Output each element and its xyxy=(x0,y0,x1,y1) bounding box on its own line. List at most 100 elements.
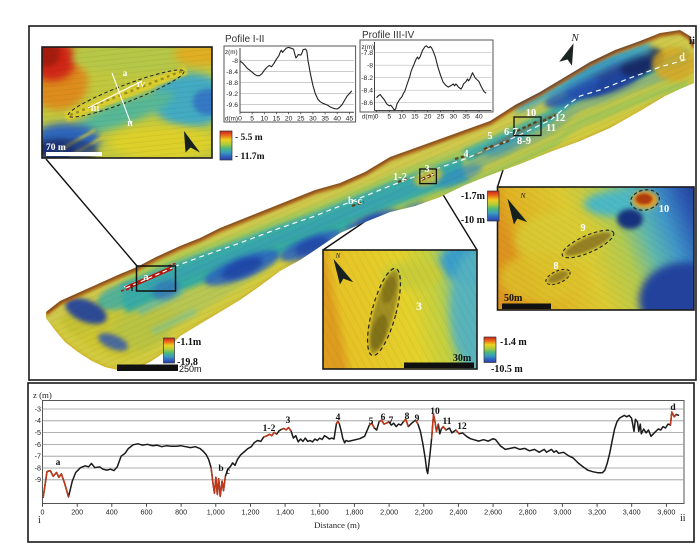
svg-text:0: 0 xyxy=(238,116,242,123)
svg-text:Profile III-IV: Profile III-IV xyxy=(362,30,415,41)
svg-text:d: d xyxy=(679,52,685,63)
svg-text:-6: -6 xyxy=(35,440,41,449)
svg-text:10: 10 xyxy=(430,407,440,417)
svg-text:Pofile I-II: Pofile I-II xyxy=(225,34,264,45)
svg-text:45: 45 xyxy=(346,116,354,123)
svg-text:40: 40 xyxy=(475,114,483,121)
svg-text:-9.2: -9.2 xyxy=(226,91,238,98)
svg-text:400: 400 xyxy=(106,508,118,517)
svg-text:1,800: 1,800 xyxy=(345,508,363,517)
svg-text:8: 8 xyxy=(405,412,410,422)
svg-text:600: 600 xyxy=(141,508,153,517)
svg-text:15: 15 xyxy=(273,116,281,123)
svg-text:1,200: 1,200 xyxy=(242,508,260,517)
svg-text:11: 11 xyxy=(443,417,452,427)
svg-text:50m: 50m xyxy=(504,293,523,304)
svg-text:1,400: 1,400 xyxy=(276,508,294,517)
svg-text:N: N xyxy=(335,252,341,260)
svg-text:3,400: 3,400 xyxy=(623,508,641,517)
svg-text:8: 8 xyxy=(553,261,558,272)
svg-text:d(m): d(m) xyxy=(362,114,375,121)
svg-text:z (m): z (m) xyxy=(33,390,52,400)
svg-text:-7: -7 xyxy=(35,452,41,461)
svg-text:15: 15 xyxy=(411,114,419,121)
svg-text:III: III xyxy=(91,104,100,113)
svg-text:-4: -4 xyxy=(35,416,41,425)
svg-text:8-9: 8-9 xyxy=(517,136,531,147)
svg-text:4: 4 xyxy=(463,149,469,160)
svg-text:-8.2: -8.2 xyxy=(361,75,373,82)
svg-text:4: 4 xyxy=(336,413,341,423)
svg-text:-8: -8 xyxy=(367,63,373,70)
svg-text:-19.8: -19.8 xyxy=(177,357,198,368)
svg-text:30: 30 xyxy=(450,114,458,121)
svg-text:IV: IV xyxy=(137,80,146,89)
svg-text:70 m: 70 m xyxy=(46,143,66,153)
svg-text:c: c xyxy=(226,467,230,477)
svg-text:-8.6: -8.6 xyxy=(361,100,373,107)
svg-text:200: 200 xyxy=(71,508,83,517)
svg-text:5: 5 xyxy=(387,114,391,121)
svg-text:2,400: 2,400 xyxy=(449,508,467,517)
svg-text:20: 20 xyxy=(285,116,293,123)
svg-text:b-c: b-c xyxy=(348,196,362,207)
svg-text:3,000: 3,000 xyxy=(553,508,571,517)
svg-text:i: i xyxy=(131,284,134,293)
svg-text:-9.6: -9.6 xyxy=(226,102,238,109)
svg-text:3: 3 xyxy=(416,299,422,313)
svg-text:7: 7 xyxy=(389,416,394,426)
svg-text:1-2: 1-2 xyxy=(393,172,407,183)
svg-text:z(m): z(m) xyxy=(362,44,375,51)
svg-text:9: 9 xyxy=(415,414,420,424)
svg-text:N: N xyxy=(519,191,526,200)
svg-text:N: N xyxy=(570,32,579,44)
svg-text:35: 35 xyxy=(321,116,329,123)
svg-text:3,600: 3,600 xyxy=(657,508,675,517)
svg-text:d: d xyxy=(670,403,676,413)
svg-text:25: 25 xyxy=(437,114,445,121)
svg-text:z(m): z(m) xyxy=(225,49,238,56)
svg-text:12: 12 xyxy=(457,422,467,432)
svg-text:30m: 30m xyxy=(453,353,472,364)
svg-text:a: a xyxy=(56,458,61,468)
svg-text:-7.8: -7.8 xyxy=(361,50,373,57)
svg-text:-8: -8 xyxy=(232,58,238,65)
svg-text:-10.5 m: -10.5 m xyxy=(491,364,523,375)
svg-text:0: 0 xyxy=(375,114,379,121)
svg-text:25: 25 xyxy=(297,116,305,123)
svg-text:-10 m: -10 m xyxy=(461,215,486,226)
svg-text:- 11.7m: - 11.7m xyxy=(235,152,265,162)
svg-text:1,600: 1,600 xyxy=(311,508,329,517)
svg-text:6-7: 6-7 xyxy=(504,127,518,138)
svg-text:10: 10 xyxy=(398,114,406,121)
svg-text:35: 35 xyxy=(462,114,470,121)
svg-text:10: 10 xyxy=(659,204,670,215)
svg-text:d(m): d(m) xyxy=(225,116,238,123)
svg-text:3: 3 xyxy=(424,164,429,175)
svg-text:-3: -3 xyxy=(35,404,41,413)
svg-text:2,600: 2,600 xyxy=(484,508,502,517)
svg-text:250m: 250m xyxy=(179,364,202,374)
svg-text:1-2: 1-2 xyxy=(263,424,276,434)
svg-text:-5: -5 xyxy=(35,428,41,437)
svg-text:i: i xyxy=(38,515,41,526)
svg-text:6: 6 xyxy=(381,413,386,423)
svg-text:10: 10 xyxy=(261,116,269,123)
svg-text:2,800: 2,800 xyxy=(519,508,537,517)
svg-text:30: 30 xyxy=(309,116,317,123)
svg-text:2,200: 2,200 xyxy=(415,508,433,517)
svg-text:ii: ii xyxy=(689,35,695,47)
svg-text:-1.1m: -1.1m xyxy=(177,337,202,348)
svg-text:40: 40 xyxy=(333,116,341,123)
svg-text:3,200: 3,200 xyxy=(588,508,606,517)
svg-text:5: 5 xyxy=(369,417,374,427)
svg-text:-9: -9 xyxy=(35,475,41,484)
svg-text:a: a xyxy=(143,272,149,283)
svg-text:- 5.5 m: - 5.5 m xyxy=(235,133,263,143)
svg-text:9: 9 xyxy=(580,223,585,234)
svg-text:5: 5 xyxy=(487,131,492,142)
svg-text:2,000: 2,000 xyxy=(380,508,398,517)
svg-text:II: II xyxy=(127,119,133,128)
svg-text:3: 3 xyxy=(286,416,291,426)
svg-text:a: a xyxy=(123,68,128,78)
